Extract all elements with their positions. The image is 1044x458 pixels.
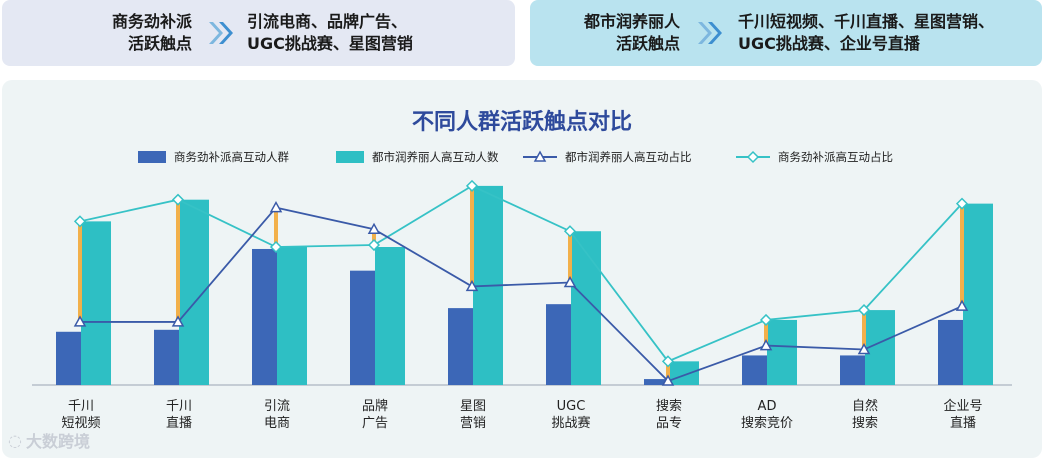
touchpoint-list: 引流电商、品牌广告、 UGC挑战赛、星图营销: [247, 12, 413, 53]
bar-urban: [669, 361, 699, 385]
bar-business: [350, 270, 375, 385]
urban-ratio-point: [661, 374, 675, 386]
x-tick-label: 千川: [68, 399, 94, 414]
x-tick-label: 挑战赛: [551, 415, 590, 431]
persona-card-business: 商务劲补派 活跃触点 引流电商、品牌广告、 UGC挑战赛、星图营销: [2, 0, 515, 66]
business-ratio-line: [79, 184, 963, 363]
urban-ratio-point: [955, 299, 969, 311]
x-tick-label: 搜索: [656, 399, 682, 414]
watermark-logo-icon: ◌: [8, 430, 22, 450]
x-tick-label: 星图: [460, 399, 486, 414]
x-tick-label: 千川: [166, 399, 192, 414]
urban-ratio-point: [857, 342, 871, 355]
business-ratio-point: [955, 197, 969, 210]
bar-urban: [963, 203, 993, 385]
bar-business: [448, 308, 473, 385]
business-ratio-point: [171, 193, 185, 206]
bar-business: [938, 319, 963, 385]
urban-ratio-point: [759, 339, 773, 351]
touchpoint-list: 千川短视频、千川直播、星图营销、 UGC挑战赛、企业号直播: [738, 12, 995, 53]
x-tick-label: 直播: [950, 416, 976, 431]
bar-business: [644, 379, 669, 385]
business-ratio-point: [661, 355, 675, 368]
chart-panel: [2, 80, 1042, 458]
legend-marker: [533, 150, 547, 162]
urban-ratio-point: [563, 275, 577, 288]
bar-urban: [81, 221, 111, 385]
business-ratio-point: [759, 313, 773, 327]
business-ratio-point: [73, 215, 87, 228]
legend-label: 都市润养丽人高互动人数: [372, 150, 499, 164]
persona-label: 都市润养丽人 活跃触点: [583, 12, 680, 53]
chart-title: 不同人群活跃触点对比: [411, 110, 632, 135]
bar-business: [56, 331, 81, 385]
x-tick-label: 搜索: [852, 416, 878, 431]
business-ratio-point: [857, 304, 871, 317]
chevron-right-icon: [698, 22, 722, 44]
x-tick-label: 品牌: [362, 398, 388, 414]
bar-business: [546, 304, 571, 385]
x-tick-label: 短视频: [61, 416, 100, 431]
business-ratio-point: [465, 179, 479, 192]
chevron-right-icon: [209, 22, 233, 44]
x-tick-label: 直播: [166, 416, 192, 431]
urban-ratio-point: [73, 315, 87, 327]
bar-urban: [375, 247, 405, 385]
x-tick-label: AD: [758, 399, 777, 414]
bar-business: [840, 355, 865, 385]
legend-swatch: [336, 151, 364, 163]
legend-label: 商务劲补派高互动人群: [174, 150, 289, 164]
x-tick-label: UGC: [557, 399, 586, 414]
legend-swatch: [138, 151, 166, 163]
x-tick-label: 品专: [656, 416, 682, 431]
bar-urban: [277, 247, 307, 385]
x-tick-label: 自然: [852, 398, 878, 414]
bar-business: [252, 248, 277, 385]
urban-ratio-point: [465, 279, 479, 292]
x-tick-label: 搜索竞价: [741, 415, 793, 431]
business-ratio-point: [367, 238, 381, 252]
business-ratio-point: [269, 240, 283, 254]
persona-card-urban: 都市润养丽人 活跃触点 千川短视频、千川直播、星图营销、 UGC挑战赛、企业号直…: [530, 0, 1042, 66]
urban-ratio-line: [80, 206, 963, 383]
persona-label: 商务劲补派 活跃触点: [111, 12, 192, 53]
bar-urban: [767, 319, 797, 385]
urban-ratio-point: [367, 222, 381, 235]
urban-ratio-point: [269, 201, 283, 213]
x-tick-label: 营销: [460, 416, 486, 431]
x-tick-label: 电商: [264, 416, 290, 431]
watermark: ◌ 大数跨境: [8, 428, 90, 452]
watermark-text: 大数跨境: [25, 432, 90, 451]
legend-label: 商务劲补派高互动占比: [778, 150, 893, 164]
business-ratio-point: [563, 225, 577, 238]
legend-label: 都市润养丽人高互动占比: [565, 150, 692, 164]
x-tick-label: 企业号: [943, 398, 982, 414]
urban-ratio-point: [171, 315, 185, 327]
x-tick-label: 引流: [264, 399, 290, 414]
bar-business: [154, 329, 179, 385]
bar-business: [742, 355, 767, 385]
legend-marker: [746, 150, 760, 164]
x-tick-label: 广告: [362, 416, 388, 431]
